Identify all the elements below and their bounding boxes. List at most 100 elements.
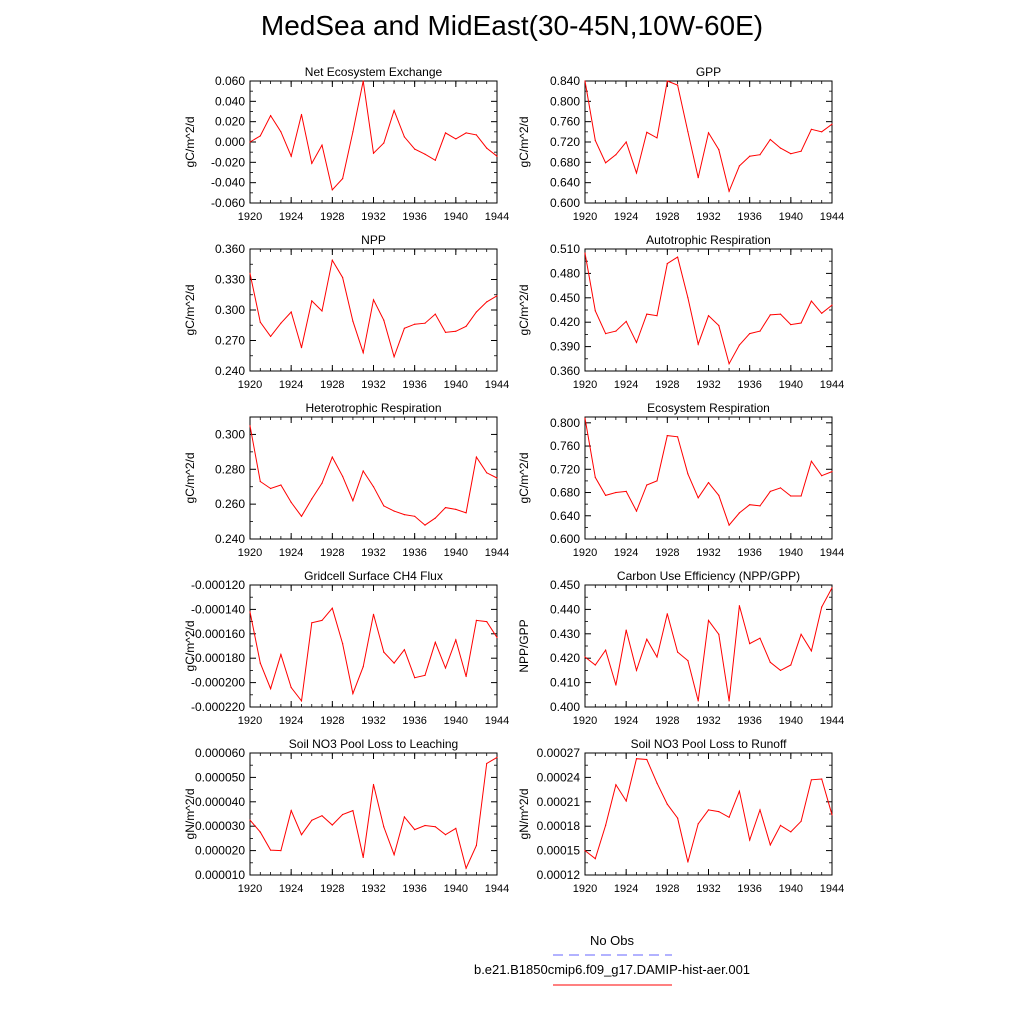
chart-panel-10: Soil NO3 Pool Loss to Runoff gN/m^2/d 1920… (517, 737, 844, 895)
y-tick-label: 0.440 (550, 602, 580, 616)
data-point (352, 500, 354, 502)
data-point (769, 314, 771, 316)
y-tick-label: 0.840 (550, 74, 580, 88)
data-point (300, 700, 303, 702)
data-point (594, 476, 596, 478)
data-point (810, 300, 813, 302)
y-tick-label: 0.020 (215, 115, 245, 129)
y-tick-label: 0.760 (550, 439, 580, 453)
data-point (475, 619, 477, 622)
data-point (625, 320, 627, 322)
data-point (615, 684, 617, 686)
data-point (434, 517, 436, 519)
y-tick-label: -0.020 (211, 155, 245, 169)
data-point (625, 800, 627, 802)
data-point (321, 144, 323, 146)
data-point (331, 259, 333, 261)
data-point (605, 649, 607, 651)
data-point (321, 482, 323, 484)
data-point (393, 854, 395, 856)
data-point (749, 504, 751, 506)
data-point (821, 778, 823, 780)
x-tick-label: 1940 (444, 379, 468, 391)
x-tick-label: 1940 (444, 715, 468, 727)
data-point (352, 131, 354, 133)
data-point (270, 487, 272, 490)
data-point (594, 858, 596, 860)
chart-panel-5: Heterotrophic Respiration gC/m^2/d 1920 192… (183, 401, 509, 559)
x-tick-label: 1924 (279, 715, 303, 727)
data-point (311, 819, 313, 821)
data-point (707, 132, 710, 134)
data-point (677, 84, 679, 86)
data-point (403, 816, 405, 818)
y-tick-label: 0.680 (550, 486, 580, 500)
data-point (455, 639, 457, 641)
data-point (615, 330, 617, 332)
data-point (759, 809, 761, 811)
data-point (424, 153, 426, 155)
data-point (465, 325, 467, 327)
x-tick-label: 1932 (361, 211, 385, 223)
data-point (486, 762, 488, 765)
data-point (270, 115, 272, 117)
data-point (707, 619, 710, 622)
data-point (414, 148, 416, 150)
data-point (290, 810, 292, 812)
data-point (779, 487, 782, 489)
y-tick-label: -0.060 (211, 196, 245, 210)
data-point (656, 782, 658, 784)
y-tick-label: 0.400 (550, 700, 580, 714)
y-tick-label: -0.000180 (191, 651, 245, 665)
data-point (280, 131, 282, 133)
data-point (738, 512, 741, 514)
data-point (362, 80, 364, 82)
x-tick-label: 1936 (402, 715, 426, 727)
data-point (475, 456, 477, 458)
y-tick-label: 0.300 (215, 427, 245, 441)
data-point (759, 637, 761, 639)
data-point (486, 472, 488, 474)
y-tick-label: 0.450 (550, 291, 580, 305)
data-point (697, 497, 699, 499)
data-point (444, 834, 447, 836)
x-tick-label: 1944 (485, 883, 509, 895)
data-point (352, 320, 354, 322)
data-point (584, 656, 586, 658)
chart-panel-6: Ecosystem Respiration gC/m^2/d 1920 1924 192… (517, 401, 844, 559)
data-point (331, 824, 333, 826)
data-point (769, 661, 771, 663)
data-point (625, 141, 627, 143)
y-tick-label: 0.280 (215, 462, 245, 476)
data-point (831, 814, 833, 816)
data-point (331, 189, 333, 191)
data-point (465, 512, 467, 514)
y-tick-label: 0.00012 (537, 868, 581, 882)
x-tick-label: 1944 (820, 883, 844, 895)
x-tick-label: 1920 (238, 715, 262, 727)
data-point (635, 669, 638, 672)
data-point (697, 823, 699, 825)
x-tick-label: 1936 (737, 547, 761, 559)
x-tick-label: 1924 (279, 547, 303, 559)
x-tick-label: 1928 (655, 883, 679, 895)
x-tick-label: 1928 (655, 547, 679, 559)
x-tick-label: 1928 (320, 379, 344, 391)
y-tick-label: 0.420 (550, 315, 580, 329)
data-point (677, 817, 679, 819)
data-point (769, 490, 771, 492)
data-point (584, 417, 586, 419)
x-tick-label: 1944 (820, 379, 844, 391)
data-point (393, 356, 395, 358)
y-axis-label: gN/m^2/d (517, 789, 531, 840)
y-tick-label: -0.040 (211, 176, 245, 190)
data-point (280, 653, 282, 656)
data-point (738, 605, 741, 607)
x-tick-label: 1940 (779, 883, 803, 895)
data-point (677, 651, 679, 653)
x-tick-label: 1936 (737, 883, 761, 895)
data-point (666, 803, 668, 805)
data-point (800, 633, 802, 635)
data-point (259, 321, 261, 323)
